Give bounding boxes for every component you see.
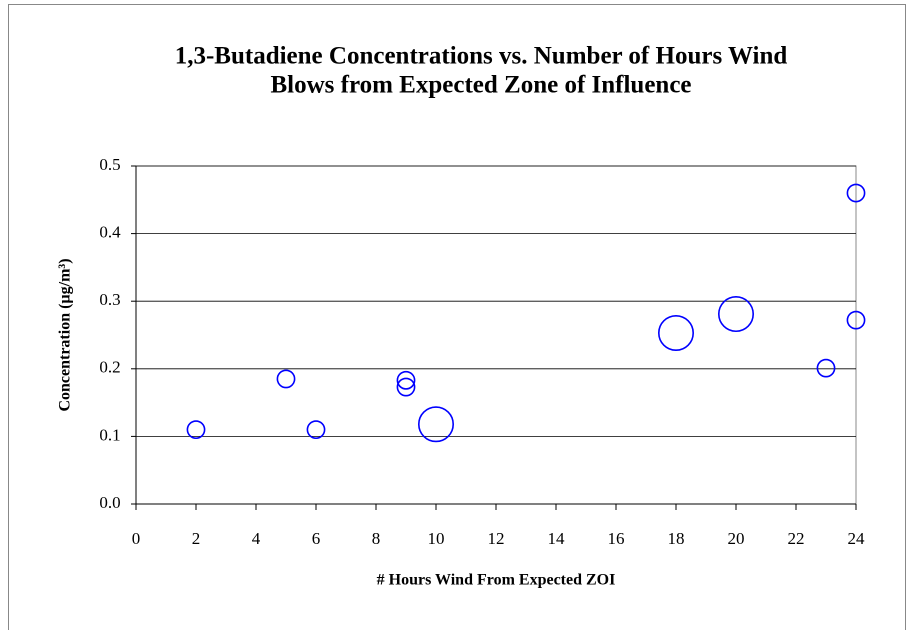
y-tick-label: 0.5 <box>99 155 120 174</box>
x-tick-label: 16 <box>608 529 625 548</box>
y-tick-label: 0.0 <box>99 493 120 512</box>
x-tick-label: 8 <box>372 529 381 548</box>
x-tick-label: 6 <box>312 529 321 548</box>
x-tick-label: 12 <box>488 529 505 548</box>
bubble <box>396 370 416 390</box>
bubble <box>276 369 296 389</box>
y-tick-label: 0.4 <box>99 223 121 242</box>
y-axis-title: Concentration (µg/m³) <box>57 258 74 411</box>
bubble <box>846 310 866 330</box>
x-tick-label: 14 <box>548 529 566 548</box>
plot-area <box>135 165 857 505</box>
bubble <box>657 314 694 351</box>
bubble <box>417 406 454 443</box>
chart-title: Blows from Expected Zone of Influence <box>270 72 691 99</box>
bubble <box>396 377 416 397</box>
x-tick-label: 18 <box>668 529 685 548</box>
bubble <box>186 420 206 440</box>
x-tick-label: 20 <box>728 529 745 548</box>
x-tick-label: 10 <box>428 529 445 548</box>
y-tick-label: 0.2 <box>99 358 120 377</box>
chart-frame <box>8 4 906 630</box>
x-tick-label: 22 <box>788 529 805 548</box>
y-tick-label: 0.1 <box>99 425 120 444</box>
bubble <box>846 183 866 203</box>
x-tick-label: 4 <box>252 529 261 548</box>
x-axis-title: # Hours Wind From Expected ZOI <box>377 572 616 589</box>
bubble <box>306 420 326 440</box>
chart-title: 1,3-Butadiene Concentrations vs. Number … <box>175 43 788 70</box>
x-tick-label: 24 <box>848 529 866 548</box>
x-tick-label: 2 <box>192 529 201 548</box>
y-tick-label: 0.3 <box>99 290 120 309</box>
bubble <box>816 358 836 378</box>
x-tick-label: 0 <box>132 529 141 548</box>
bubble <box>717 296 754 333</box>
